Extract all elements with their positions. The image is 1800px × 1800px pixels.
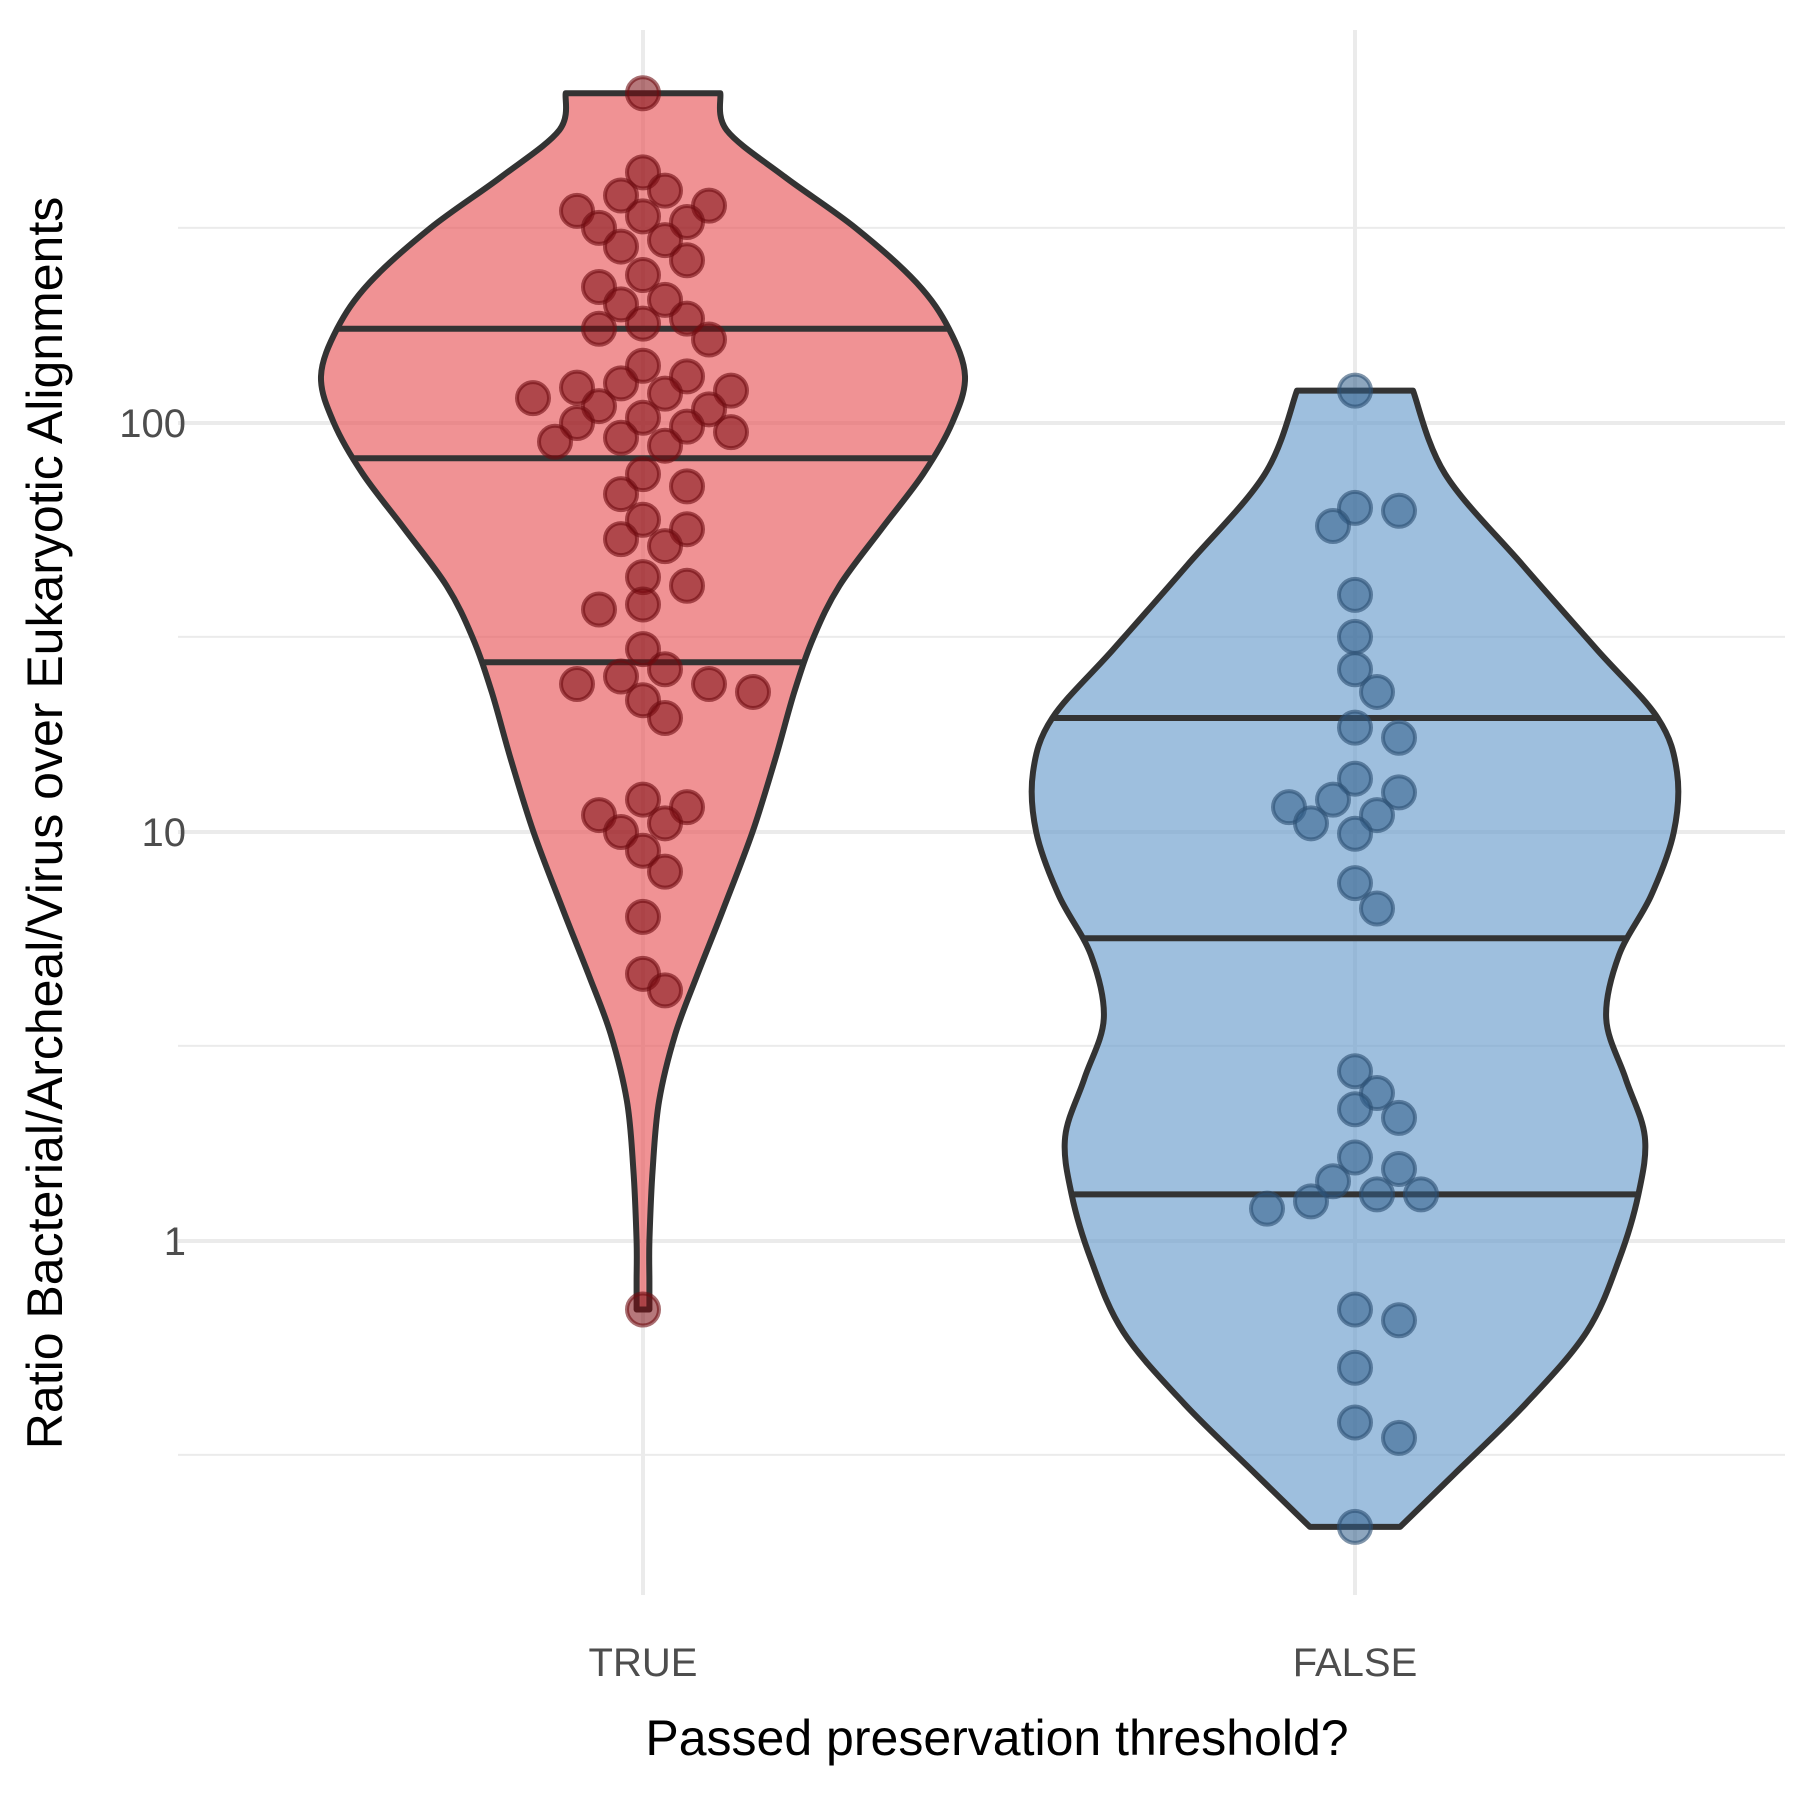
x-axis-title: Passed preservation threshold? — [645, 1710, 1348, 1766]
data-point — [1381, 1302, 1417, 1339]
data-point — [1337, 1139, 1373, 1176]
data-point — [647, 853, 683, 890]
data-point — [603, 476, 639, 513]
data-point — [669, 300, 705, 337]
y-axis-title: Ratio Bacterial/Archeal/Virus over Eukar… — [17, 197, 73, 1449]
data-point — [691, 666, 727, 703]
data-point — [647, 528, 683, 565]
y-tick-label: 100 — [119, 402, 186, 446]
data-point — [625, 586, 661, 623]
violin-false — [1028, 387, 1682, 1530]
data-point — [625, 456, 661, 493]
data-point — [669, 242, 705, 279]
data-point — [647, 651, 683, 688]
data-point — [647, 427, 683, 464]
data-point — [647, 172, 683, 209]
data-point — [1381, 492, 1417, 529]
data-point — [581, 591, 617, 628]
data-point — [1337, 1053, 1373, 1090]
data-point — [1337, 1291, 1373, 1328]
y-axis-ticks: 1 10 100 — [119, 402, 186, 1264]
data-point — [1381, 1099, 1417, 1136]
data-point — [1293, 1183, 1329, 1220]
data-point — [625, 898, 661, 935]
data-point — [1337, 1508, 1373, 1545]
data-points — [515, 75, 1439, 1545]
data-point — [1337, 1404, 1373, 1441]
data-point — [625, 832, 661, 869]
data-point — [625, 257, 661, 294]
data-point — [603, 228, 639, 265]
data-point — [625, 198, 661, 235]
data-point — [1359, 1176, 1395, 1213]
data-point — [691, 321, 727, 358]
data-point — [559, 666, 595, 703]
data-point — [1337, 1349, 1373, 1386]
data-point — [1337, 576, 1373, 613]
data-point — [603, 365, 639, 402]
data-point — [625, 305, 661, 342]
data-point — [669, 567, 705, 604]
data-point — [1359, 890, 1395, 927]
data-point — [1293, 805, 1329, 842]
violins — [317, 90, 1682, 1530]
data-point — [603, 521, 639, 558]
data-point — [1315, 1163, 1351, 1200]
data-point — [1337, 1091, 1373, 1128]
data-point — [713, 414, 749, 451]
data-point — [1381, 1150, 1417, 1187]
data-point — [647, 805, 683, 842]
data-point — [1403, 1176, 1439, 1213]
data-point — [1337, 709, 1373, 746]
x-tick-label: FALSE — [1293, 1641, 1418, 1685]
data-point — [603, 419, 639, 456]
data-point — [1359, 673, 1395, 710]
data-point — [1337, 815, 1373, 852]
data-point — [603, 658, 639, 695]
data-point — [1337, 651, 1373, 688]
data-point — [1337, 372, 1373, 409]
data-point — [1337, 618, 1373, 655]
data-point — [581, 310, 617, 347]
data-point — [625, 399, 661, 436]
data-point — [647, 972, 683, 1009]
data-point — [515, 380, 551, 417]
data-point — [647, 699, 683, 736]
data-point — [669, 468, 705, 505]
data-point — [1337, 760, 1373, 797]
x-axis-ticks: TRUE FALSE — [589, 1641, 1418, 1685]
data-point — [603, 177, 639, 214]
data-point — [735, 673, 771, 710]
data-point — [625, 501, 661, 538]
data-point — [625, 75, 661, 112]
x-tick-label: TRUE — [589, 1641, 698, 1685]
data-point — [1381, 774, 1417, 811]
data-point — [625, 781, 661, 818]
y-tick-label: 1 — [164, 1220, 186, 1264]
data-point — [1381, 1419, 1417, 1456]
data-point — [1381, 719, 1417, 756]
data-point — [1315, 507, 1351, 544]
data-point — [625, 1291, 661, 1328]
data-point — [647, 222, 683, 259]
data-point — [625, 631, 661, 668]
data-point — [1315, 781, 1351, 818]
y-tick-label: 10 — [142, 811, 187, 855]
data-point — [537, 423, 573, 460]
data-point — [1249, 1190, 1285, 1227]
data-point — [647, 375, 683, 412]
data-point — [1337, 865, 1373, 902]
